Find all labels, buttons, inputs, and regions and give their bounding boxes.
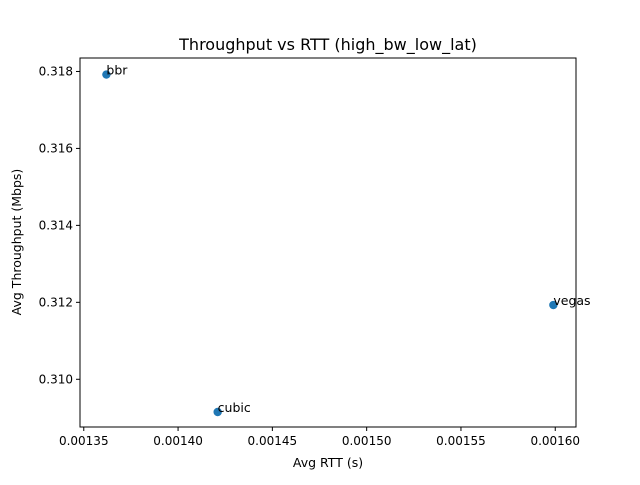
x-tick-label: 0.00145 bbox=[248, 434, 298, 448]
y-tick-label: 0.314 bbox=[39, 218, 73, 232]
x-tick-label: 0.00140 bbox=[153, 434, 203, 448]
x-tick-label: 0.00155 bbox=[436, 434, 486, 448]
y-axis: 0.310 0.312 0.314 0.316 0.318 bbox=[39, 64, 80, 386]
point-label-bbr: bbr bbox=[106, 63, 128, 78]
data-point-bbr bbox=[102, 70, 111, 79]
y-tick-label: 0.318 bbox=[39, 64, 73, 78]
x-tick-label: 0.00160 bbox=[530, 434, 580, 448]
data-point-vegas bbox=[549, 300, 558, 310]
point-label-vegas: vegas bbox=[553, 293, 590, 308]
x-tick-label: 0.00135 bbox=[59, 434, 109, 448]
data-marks: bbr cubic vegas bbox=[102, 63, 591, 417]
y-axis-label: Avg Throughput (Mbps) bbox=[9, 169, 24, 316]
plot-frame bbox=[79, 57, 577, 428]
chart-title: Throughput vs RTT (high_bw_low_lat) bbox=[178, 35, 477, 55]
x-axis: 0.00135 0.00140 0.00145 0.00150 0.00155 0.001… bbox=[59, 427, 580, 448]
y-tick-label: 0.312 bbox=[39, 295, 73, 309]
y-tick-label: 0.310 bbox=[39, 372, 73, 386]
point-label-cubic: cubic bbox=[218, 400, 251, 415]
y-tick-label: 0.316 bbox=[39, 141, 73, 155]
x-axis-label: Avg RTT (s) bbox=[293, 455, 363, 470]
data-point-cubic bbox=[213, 407, 222, 417]
x-tick-label: 0.00150 bbox=[342, 434, 392, 448]
